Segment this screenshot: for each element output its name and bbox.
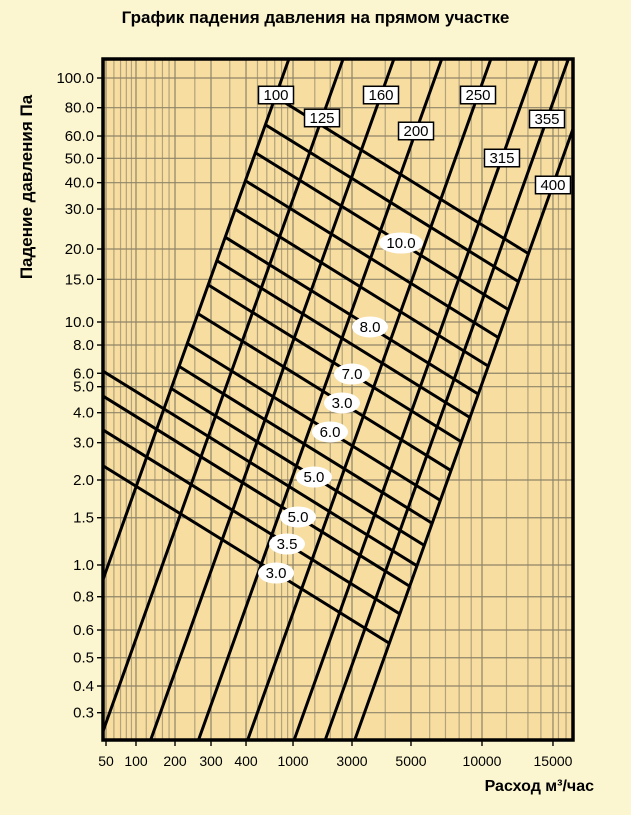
diameter-label-box [534,175,572,195]
diameter-label-box [483,148,521,168]
diameter-label-box [303,108,341,128]
y-tick-label: 50.0 [65,150,94,167]
velocity-line-3.0 [102,464,391,645]
y-tick-labels: 100.0 80.0 60.0 50.0 40.0 30.0 20.0 15.0 10.0 8.0… [56,70,94,722]
velocity-line [244,179,500,339]
x-tick-label: 3000 [336,753,367,769]
diameter-labels: 100 125 160 200 250 315 355 400 [257,85,572,195]
diameter-label-box [362,85,400,105]
diameter-line-250 [246,58,493,741]
diameter-label-box [459,85,497,105]
x-axis-title: Расход м³/час [484,778,594,795]
velocity-line-8.0 [224,235,480,396]
diameter-line-400 [353,128,575,741]
x-tick-label: 50 [98,753,114,769]
velocity-line-10.0 [254,151,510,311]
diameter-label: 315 [489,150,514,167]
velocity-line [216,259,471,419]
y-tick-label: 0.4 [73,678,94,695]
diameter-label-box [528,109,566,129]
velocity-line [264,123,520,283]
velocity-line [102,369,418,568]
velocity-label: 3.5 [277,536,298,553]
y-tick-label: 4.0 [73,405,94,422]
x-tick-label: 1000 [277,753,308,769]
y-tick-label: 0.8 [73,589,94,606]
y-tick-label: 15.0 [65,271,94,288]
velocity-lines [102,95,530,645]
diameter-line-315 [292,58,539,741]
diameter-line-355 [323,58,570,741]
velocity-label: 7.0 [342,366,363,383]
y-tick-label: 60.0 [65,128,94,145]
chart-title: График падения давления на прямом участк… [121,8,510,27]
y-tick-label: 10.0 [65,314,94,331]
velocity-label-ellipse [258,562,295,584]
y-tick-label: 40.0 [65,175,94,192]
x-tick-label: 10000 [463,753,502,769]
velocity-label-ellipse [334,363,371,385]
y-tick-label: 80.0 [65,100,94,117]
diameter-label-box [257,85,295,105]
y-tick-label: 100.0 [56,70,94,87]
x-tick-label: 200 [163,753,187,769]
diameter-label: 125 [310,110,335,127]
velocity-line-5.0 [102,394,411,588]
y-tick-label: 0.6 [73,622,94,639]
velocity-line [234,207,490,368]
velocity-label: 10.0 [386,235,415,252]
y-tick-label: 2.0 [73,472,94,489]
x-tick-label: 300 [199,753,223,769]
diameter-line-200 [197,58,444,741]
velocity-line-5.0 [170,387,426,547]
y-tick-label: 8.0 [73,337,94,354]
x-tick-label: 5000 [395,753,426,769]
y-tick-label: 20.0 [65,241,94,258]
y-tick-label: 6.0 [73,365,94,382]
velocity-label: 3.0 [266,565,287,582]
x-tick-label: 100 [124,753,148,769]
velocity-label-ellipse [312,421,349,443]
velocity-line-3.5 [102,428,401,616]
velocity-label-ellipse [295,466,332,488]
plot-border [101,57,575,742]
velocity-label: 8.0 [360,319,381,336]
diameter-label: 160 [368,87,393,104]
diameter-label: 400 [540,177,565,194]
velocity-label-ellipse [378,232,423,254]
velocity-label-ellipse [323,392,360,414]
y-tick-label: 1.5 [73,510,94,527]
x-tick-label: 15000 [534,753,573,769]
y-tick-label: 0.3 [73,705,94,722]
diameter-label: 100 [263,87,288,104]
x-tick-labels: 50 100 200 300 400 1000 3000 5000 10000 15000 [98,753,572,769]
diameter-label: 200 [404,123,429,140]
y-gridlines [103,77,573,714]
y-tick-label: 1.0 [73,557,94,574]
y-tick-label: 5.0 [73,379,94,396]
velocity-line-3.0 [197,312,452,472]
velocity-label: 5.0 [304,469,325,486]
x-tick-label: 400 [234,753,258,769]
diameter-line-160 [149,58,396,741]
velocity-line-6.0 [186,342,442,502]
diameter-line-100 [101,58,291,580]
diameter-label: 355 [534,111,559,128]
velocity-label: 6.0 [320,424,341,441]
velocity-line [178,365,433,525]
velocity-labels: 10.0 8.0 7.0 3.0 6.0 5.0 5.0 3.5 3.0 [258,232,423,584]
velocity-label: 3.0 [332,395,353,412]
y-tick-label: 0.5 [73,650,94,667]
diameter-label-box [397,121,435,141]
y-tick-label: 30.0 [65,201,94,218]
velocity-label-ellipse [280,506,317,528]
velocity-label-ellipse [269,533,306,555]
velocity-line-7.0 [207,283,463,444]
y-tick-label: 3.0 [73,435,94,452]
diameter-label: 250 [465,87,490,104]
velocity-label: 5.0 [288,509,309,526]
velocity-label-ellipse [352,316,389,338]
